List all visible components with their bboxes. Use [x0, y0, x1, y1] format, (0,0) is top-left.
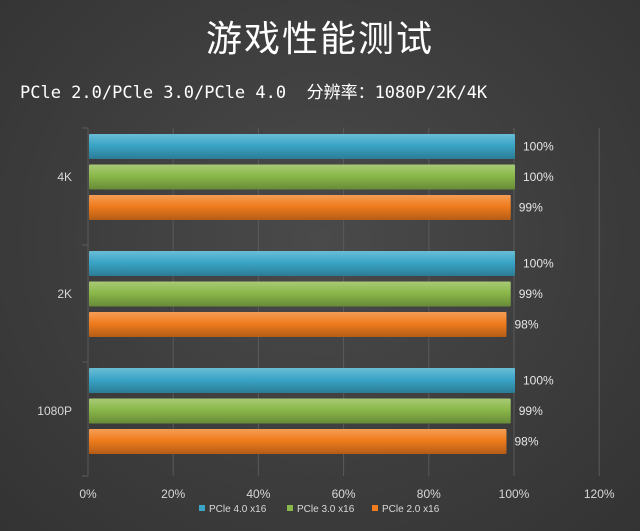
data-label: 98%: [514, 435, 538, 449]
legend-label: PCle 2.0 x16: [382, 504, 440, 515]
legend-swatch: [372, 505, 378, 511]
bar: [89, 251, 515, 276]
legend-label: PCle 4.0 x16: [209, 504, 267, 515]
x-tick-label: 100%: [499, 487, 530, 501]
data-label: 100%: [523, 170, 554, 184]
legend-label: PCle 3.0 x16: [297, 504, 355, 515]
category-label: 2K: [57, 287, 72, 301]
bar: [89, 164, 515, 190]
bar: [89, 429, 507, 454]
bar: [89, 398, 511, 424]
x-tick-label: 20%: [161, 487, 185, 501]
bar: [89, 281, 511, 307]
bar: [89, 312, 507, 337]
data-label: 99%: [519, 404, 543, 418]
x-tick-label: 120%: [584, 487, 615, 501]
chart-subtitle: PCle 2.0/PCle 3.0/PCle 4.0 分辨率：1080P/2K/…: [20, 83, 488, 103]
x-tick-label: 80%: [417, 487, 441, 501]
data-label: 98%: [514, 318, 538, 332]
legend-swatch: [287, 505, 293, 511]
data-label: 99%: [519, 201, 543, 215]
data-label: 100%: [523, 374, 554, 388]
legend-swatch: [199, 505, 205, 511]
x-tick-label: 0%: [79, 487, 97, 501]
chart-title: 游戏性能测试: [205, 19, 434, 60]
data-label: 100%: [523, 140, 554, 154]
bar: [89, 195, 511, 220]
bar: [89, 134, 515, 159]
bar: [89, 368, 515, 393]
x-tick-label: 60%: [332, 487, 356, 501]
category-label: 4K: [57, 170, 72, 184]
x-tick-label: 40%: [246, 487, 270, 501]
data-label: 100%: [523, 257, 554, 271]
data-label: 99%: [519, 287, 543, 301]
category-label: 1080P: [37, 404, 72, 418]
